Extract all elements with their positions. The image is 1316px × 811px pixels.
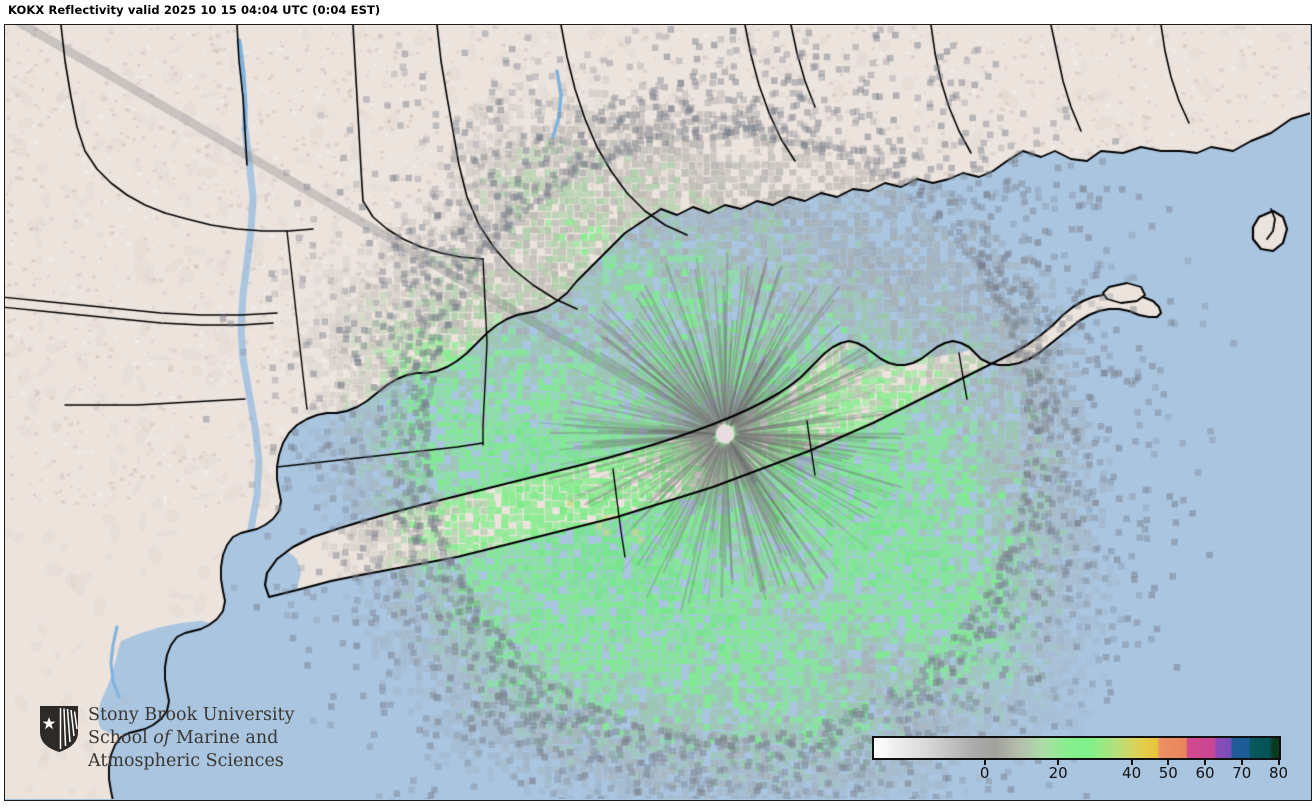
colorbar-tick-label: 60: [1195, 764, 1215, 782]
logo-line-3: Atmospheric Sciences: [88, 751, 284, 771]
logo-line-2-a: School: [88, 728, 154, 748]
colorbar-tick: [1057, 760, 1060, 765]
shield-icon: [38, 704, 80, 754]
radar-map-frame[interactable]: [4, 24, 1312, 801]
logo-line-2-italic: of: [153, 728, 171, 748]
colorbar-tick-label: 40: [1122, 764, 1142, 782]
colorbar-tick: [1240, 760, 1243, 765]
logo-line-2: School of Marine and: [88, 727, 293, 750]
colorbar-bar: [872, 736, 1281, 760]
colorbar-tick-label: 0: [979, 764, 990, 782]
colorbar-tick: [1167, 760, 1170, 765]
colorbar-gradient: [874, 738, 1279, 758]
stony-brook-logo: Stony Brook University School of Marine …: [38, 704, 295, 792]
radar-map-canvas[interactable]: [5, 25, 1310, 799]
colorbar-tick: [1204, 760, 1207, 765]
logo-line-1: Stony Brook University: [88, 705, 295, 725]
colorbar-tick-label: 20: [1048, 764, 1068, 782]
logo-text: Stony Brook University School of Marine …: [88, 704, 295, 773]
colorbar-tick: [1277, 760, 1280, 765]
colorbar-tick-labels: 0 20 40 50 60 70 80: [872, 764, 1288, 786]
colorbar-ticks: [872, 760, 1281, 765]
colorbar-tick-label: 50: [1158, 764, 1178, 782]
colorbar-tick: [1130, 760, 1133, 765]
colorbar-tick-label: 80: [1268, 764, 1289, 782]
colorbar-tick-label: 70: [1232, 764, 1252, 782]
logo-line-2-b: Marine and: [170, 728, 279, 748]
page-title: KOKX Reflectivity valid 2025 10 15 04:04…: [8, 3, 381, 17]
reflectivity-colorbar: 0 20 40 50 60 70 80: [872, 736, 1288, 788]
colorbar-tick: [983, 760, 986, 765]
